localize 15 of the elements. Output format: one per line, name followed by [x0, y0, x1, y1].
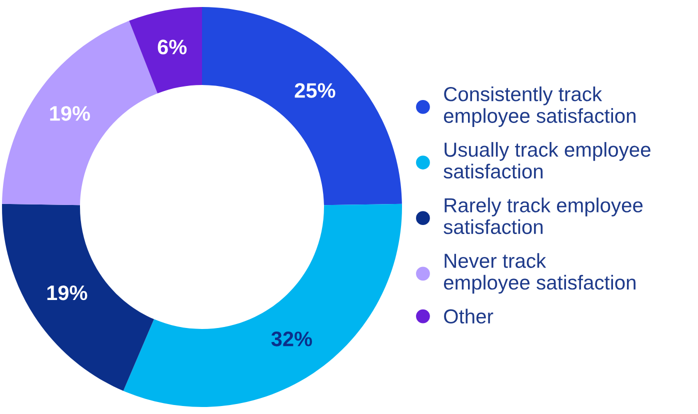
data-label: 32%	[271, 332, 312, 346]
legend-label: Usually track employee satisfaction	[444, 142, 650, 179]
data-label: 25%	[294, 83, 336, 98]
donut-slice	[2, 20, 158, 206]
legend-label: Rarely track employee satisfaction	[444, 198, 643, 234]
donut-slice	[202, 7, 402, 206]
data-label: 6%	[158, 40, 187, 54]
legend-label: Other	[444, 308, 494, 324]
donut-slice	[2, 204, 154, 391]
legend-label: Never track employee satisfaction	[444, 253, 636, 294]
legend-label: Consistently track employee satisfaction	[444, 86, 636, 127]
donut-slice	[129, 7, 202, 94]
data-label: 19%	[47, 285, 88, 300]
donut-slice	[123, 204, 402, 407]
data-label: 19%	[50, 106, 90, 121]
